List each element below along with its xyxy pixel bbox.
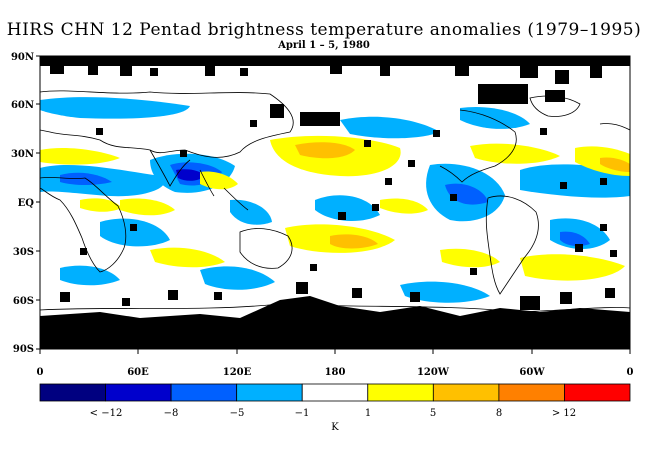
lon-label: 60E [127,367,149,378]
colorbar [39,383,631,402]
colorbar-unit: K [331,422,339,433]
colorbar-label: −8 [164,408,179,419]
colorbar-swatch [498,383,565,402]
colorbar-swatch [564,383,631,402]
page-subtitle: April 1 – 5, 1980 [278,40,370,51]
lat-label: 90N [11,52,34,63]
no-data-north [40,56,630,126]
colorbar-swatch [236,383,303,402]
colorbar-label: 5 [430,408,436,419]
lat-label: 30N [11,149,34,160]
colorbar-swatch [170,383,238,402]
lat-label: 60S [13,296,34,307]
colorbar-label: 1 [365,408,371,419]
positive-anomalies [40,135,630,281]
lat-label: 90S [13,344,34,355]
colorbar-swatch [105,383,172,402]
no-data-south [40,282,630,349]
colorbar-swatch [39,383,106,402]
colorbar-label: > 12 [552,408,576,419]
lon-label: 120E [223,367,252,378]
colorbar-label: 8 [496,408,502,419]
colorbar-swatch [432,383,500,402]
no-data-cells [80,120,617,275]
page-title: HIRS CHN 12 Pentad brightness temperatur… [6,20,642,40]
lon-label: 0 [37,367,44,378]
colorbar-swatch [301,383,369,402]
lat-label: 60N [11,100,34,111]
lon-label: 60W [519,367,545,378]
colorbar-label: −1 [295,408,310,419]
colorbar-label: < −12 [90,408,123,419]
negative-anomalies [40,97,630,303]
longitude-axis [39,349,631,354]
lat-label: 30S [13,247,34,258]
colorbar-swatch [367,383,434,402]
colorbar-label: −5 [230,408,245,419]
coastlines [40,90,630,313]
lon-label: 0 [627,367,634,378]
lon-label: 180 [325,367,346,378]
lon-label: 120W [417,367,450,378]
latitude-axis [36,55,40,350]
lat-label: EQ [18,198,35,209]
anomaly-field [40,56,630,349]
